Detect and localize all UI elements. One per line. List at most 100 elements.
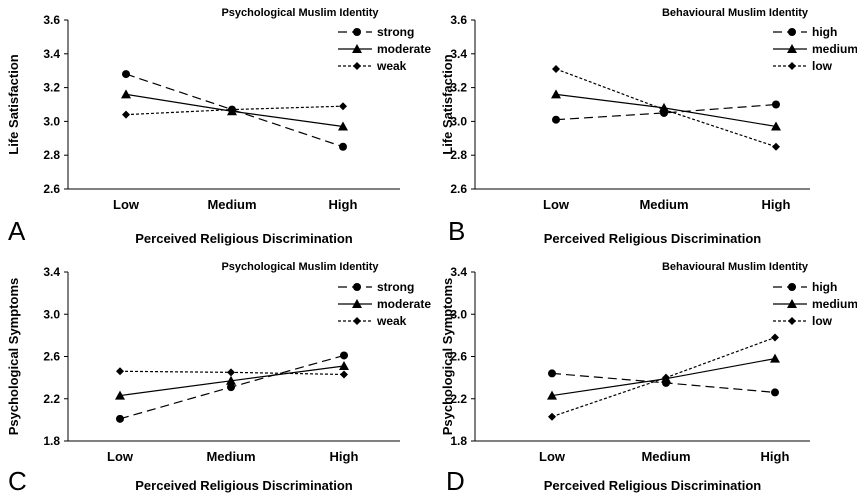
legend-label-moderate: moderate bbox=[377, 297, 431, 311]
legend-swatch-marker bbox=[352, 44, 362, 53]
x-tick-label: Low bbox=[543, 197, 570, 212]
y-tick-label: 2.2 bbox=[450, 392, 467, 406]
legend-swatch-marker bbox=[788, 62, 796, 70]
legend-label-medium: medium bbox=[812, 42, 857, 56]
x-tick-label: Medium bbox=[206, 449, 255, 464]
data-point-strong bbox=[340, 351, 348, 360]
legend: Psychological Muslim Identity strong moder… bbox=[221, 7, 431, 73]
legend-swatch-marker bbox=[788, 28, 796, 36]
legend-label-low: low bbox=[812, 314, 833, 328]
y-tick-label: 2.8 bbox=[43, 148, 60, 162]
y-tick-label: 2.6 bbox=[43, 182, 60, 196]
data-point-low bbox=[662, 373, 670, 382]
panel-b: 2.6 2.8 3.0 3.2 3.4 3.6 Low Medium High Perceived… bbox=[440, 7, 857, 246]
data-point-strong bbox=[227, 383, 235, 392]
data-point-medium bbox=[771, 121, 781, 131]
legend-label-high: high bbox=[812, 25, 837, 39]
y-axis-title: Life Satisfaction bbox=[6, 54, 21, 154]
y-tick-label: 3.2 bbox=[43, 81, 60, 95]
x-tick-label: High bbox=[330, 449, 359, 464]
y-tick-label: 3.4 bbox=[450, 265, 467, 279]
legend-swatch-marker bbox=[353, 62, 361, 70]
data-point-weak bbox=[339, 102, 347, 111]
data-point-medium bbox=[770, 353, 780, 363]
legend-swatch-marker bbox=[353, 283, 361, 291]
x-tick-label: High bbox=[762, 197, 791, 212]
legend-label-weak: weak bbox=[376, 314, 407, 328]
x-axis-title: Perceived Religious Discrimination bbox=[544, 478, 762, 493]
panel-d: 1.8 2.2 2.6 3.0 3.4 Low Medium High Perceived Re… bbox=[440, 261, 857, 496]
data-point-weak bbox=[340, 370, 348, 379]
y-axis-title: Psychological Symptoms bbox=[6, 278, 21, 436]
data-point-low bbox=[772, 142, 780, 151]
data-point-high bbox=[771, 388, 779, 397]
y-tick-label: 2.6 bbox=[43, 350, 60, 364]
y-tick-label: 3.2 bbox=[450, 81, 467, 95]
data-point-moderate bbox=[115, 390, 125, 400]
legend-swatch-marker bbox=[352, 299, 362, 308]
panel-a: 2.6 2.8 3.0 3.2 3.4 3.6 Low Medium High Perceived… bbox=[6, 7, 431, 246]
data-point-low bbox=[552, 65, 560, 74]
y-tick-label: 3.4 bbox=[450, 47, 467, 61]
panel-letter: C bbox=[8, 466, 27, 496]
legend-label-high: high bbox=[812, 280, 837, 294]
x-tick-label: Medium bbox=[641, 449, 690, 464]
legend-label-weak: weak bbox=[376, 59, 407, 73]
series-line-strong bbox=[125, 73, 344, 148]
legend-swatch-marker bbox=[787, 299, 797, 308]
y-tick-label: 3.0 bbox=[450, 307, 467, 321]
data-point-moderate bbox=[338, 121, 348, 131]
x-tick-label: High bbox=[329, 197, 358, 212]
data-point-low bbox=[771, 333, 779, 342]
y-tick-label: 1.8 bbox=[43, 434, 60, 448]
data-point-strong bbox=[116, 414, 124, 423]
y-tick-label: 2.2 bbox=[43, 392, 60, 406]
panel-letter: A bbox=[8, 216, 26, 246]
data-point-low bbox=[548, 412, 556, 421]
y-tick-label: 3.0 bbox=[450, 114, 467, 128]
legend-swatch-marker bbox=[788, 317, 796, 325]
legend-swatch-marker bbox=[788, 283, 796, 291]
y-tick-label: 3.6 bbox=[450, 13, 467, 27]
data-point-medium bbox=[551, 89, 561, 99]
y-axis-title: Psychological Symptoms bbox=[440, 278, 455, 436]
x-axis-title: Perceived Religious Discrimination bbox=[544, 231, 762, 246]
y-tick-label: 1.8 bbox=[450, 434, 467, 448]
y-tick-label: 3.0 bbox=[43, 114, 60, 128]
y-axis-title: Life Satisfaction bbox=[440, 54, 455, 154]
data-point-moderate bbox=[226, 375, 236, 385]
legend-label-medium: medium bbox=[812, 297, 857, 311]
y-tick-label: 2.6 bbox=[450, 350, 467, 364]
legend-swatch-marker bbox=[353, 317, 361, 325]
data-point-strong bbox=[122, 70, 130, 79]
data-point-low bbox=[660, 105, 668, 114]
legend-title: Psychological Muslim Identity bbox=[221, 7, 379, 19]
data-point-strong bbox=[339, 142, 347, 151]
data-point-medium bbox=[547, 390, 557, 400]
data-point-moderate bbox=[121, 89, 131, 99]
legend-label-strong: strong bbox=[377, 280, 414, 294]
x-tick-label: Medium bbox=[207, 197, 256, 212]
data-point-high bbox=[548, 369, 556, 378]
y-tick-label: 2.8 bbox=[450, 148, 467, 162]
legend-label-moderate: moderate bbox=[377, 42, 431, 56]
legend-title: Behavioural Muslim Identity bbox=[662, 261, 809, 273]
x-tick-label: High bbox=[761, 449, 790, 464]
data-point-weak bbox=[227, 368, 235, 377]
panel-letter: D bbox=[446, 466, 465, 496]
y-tick-label: 3.6 bbox=[43, 13, 60, 27]
x-tick-label: Medium bbox=[639, 197, 688, 212]
data-point-high bbox=[772, 100, 780, 109]
legend-label-low: low bbox=[812, 59, 833, 73]
series-line-high bbox=[555, 103, 777, 121]
panel-letter: B bbox=[448, 216, 465, 246]
data-point-moderate bbox=[339, 361, 349, 371]
data-point-weak bbox=[122, 110, 130, 119]
x-axis-title: Perceived Religious Discrimination bbox=[135, 478, 353, 493]
data-point-high bbox=[552, 115, 560, 124]
legend: Psychological Muslim Identity strong moder… bbox=[221, 261, 431, 328]
y-tick-label: 3.4 bbox=[43, 265, 60, 279]
